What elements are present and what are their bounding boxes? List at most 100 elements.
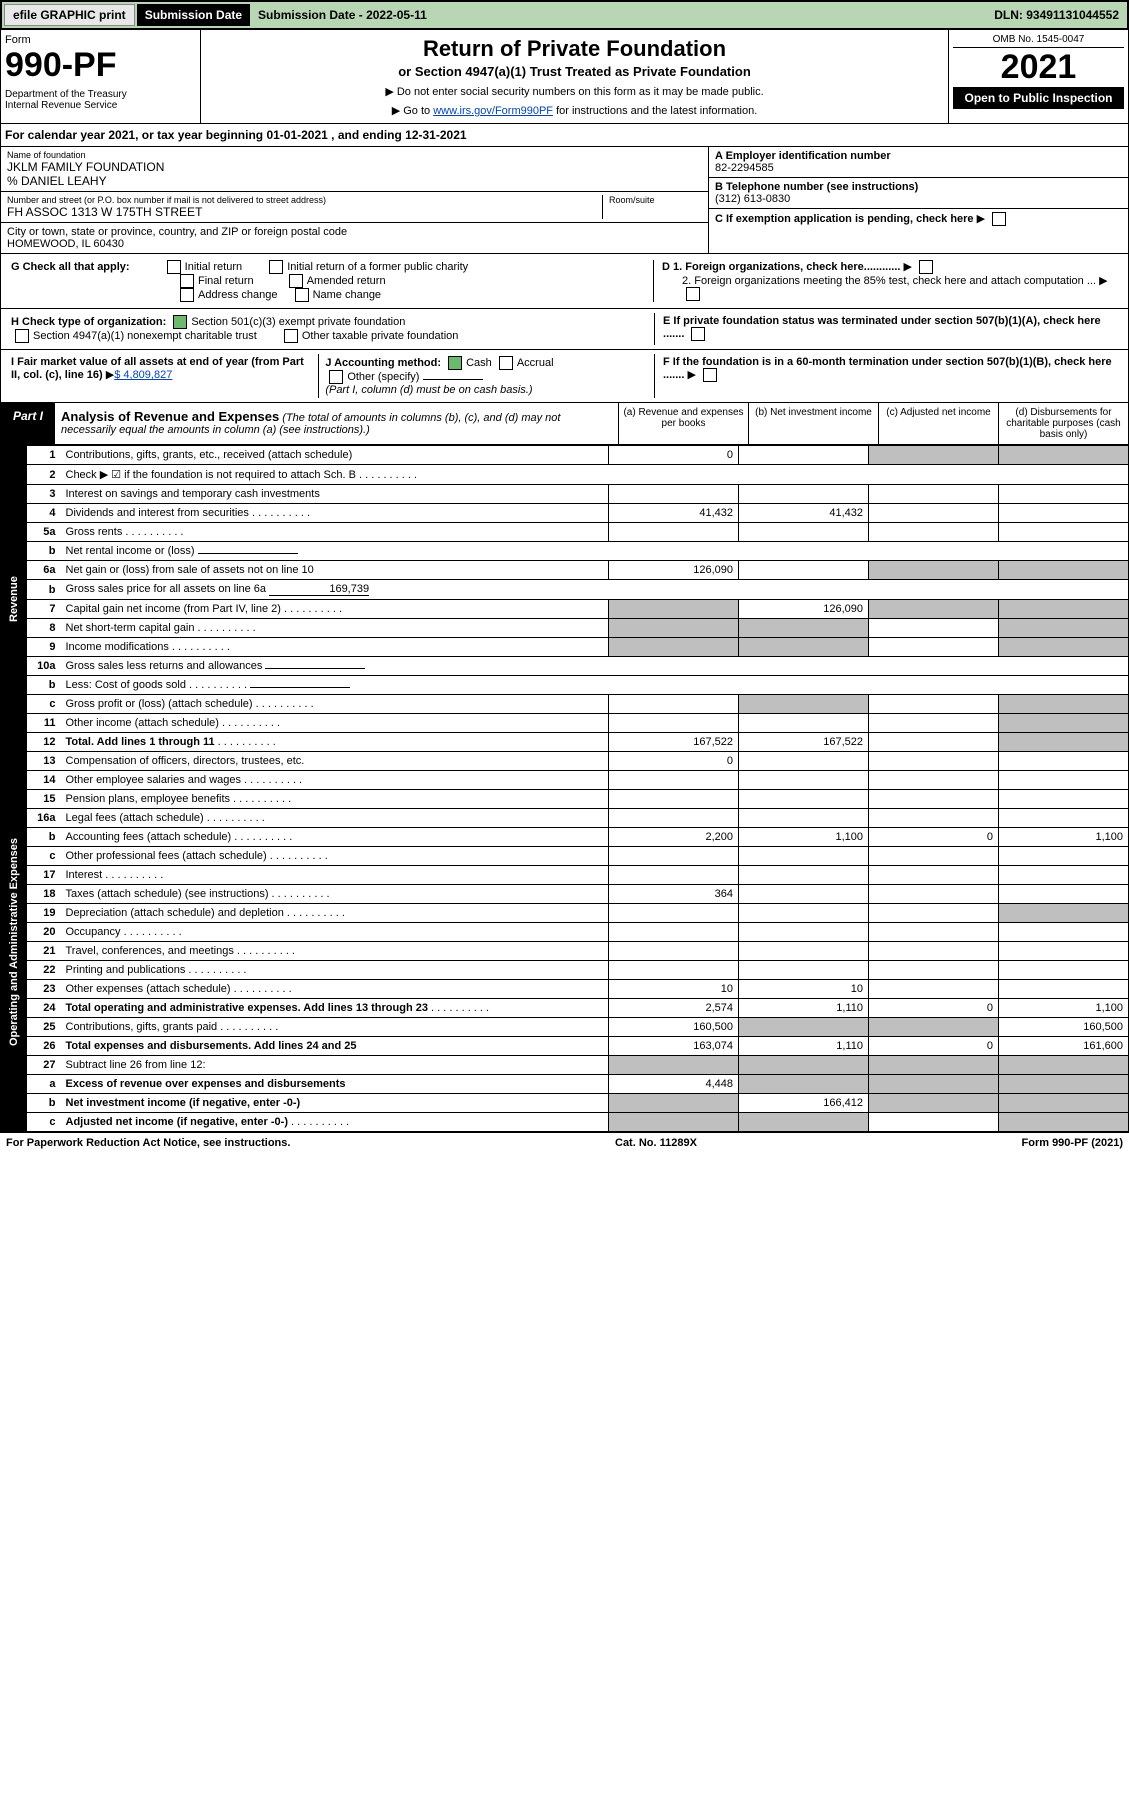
table-row: Operating and Administrative Expenses13C… — [1, 752, 1129, 771]
header-left: Form 990-PF Department of the Treasury I… — [1, 30, 201, 123]
open-inspection: Open to Public Inspection — [953, 87, 1124, 109]
line-desc: Interest on savings and temporary cash i… — [61, 485, 609, 504]
g-initial-former-checkbox[interactable] — [269, 260, 283, 274]
line-desc: Other employee salaries and wages — [61, 771, 609, 790]
cell-value — [869, 600, 999, 619]
j-accrual-checkbox[interactable] — [499, 356, 513, 370]
line-number: 16a — [27, 809, 61, 828]
line-number: 6a — [27, 561, 61, 580]
cell-value — [999, 714, 1129, 733]
top-bar: efile GRAPHIC print Submission Date Subm… — [0, 0, 1129, 30]
g-amended-checkbox[interactable] — [289, 274, 303, 288]
cell-value — [999, 1075, 1129, 1094]
table-row: 4Dividends and interest from securities4… — [1, 504, 1129, 523]
efile-button[interactable]: efile GRAPHIC print — [4, 4, 135, 26]
c-checkbox[interactable] — [992, 212, 1006, 226]
line-desc: Taxes (attach schedule) (see instruction… — [61, 885, 609, 904]
cell-value — [999, 600, 1129, 619]
cell-value — [999, 904, 1129, 923]
col-d-header: (d) Disbursements for charitable purpose… — [998, 403, 1128, 444]
j-other-checkbox[interactable] — [329, 370, 343, 384]
line-desc: Capital gain net income (from Part IV, l… — [61, 600, 609, 619]
line-number: 25 — [27, 1018, 61, 1037]
table-row: 27Subtract line 26 from line 12: — [1, 1056, 1129, 1075]
cell-value — [999, 771, 1129, 790]
cell-value: 0 — [869, 999, 999, 1018]
line-number: b — [27, 828, 61, 847]
h-501c3-checkbox[interactable] — [173, 315, 187, 329]
omb-number: OMB No. 1545-0047 — [953, 34, 1124, 48]
h-other-checkbox[interactable] — [284, 329, 298, 343]
cell-value — [869, 923, 999, 942]
cell-value — [609, 847, 739, 866]
cell-value — [999, 561, 1129, 580]
line-desc: Gross sales price for all assets on line… — [61, 580, 1129, 600]
cell-value — [609, 771, 739, 790]
d1-checkbox[interactable] — [919, 260, 933, 274]
line-number: 13 — [27, 752, 61, 771]
form-number: 990-PF — [5, 46, 196, 85]
cell-value — [999, 619, 1129, 638]
cell-value — [609, 790, 739, 809]
cell-value: 10 — [739, 980, 869, 999]
g-name-checkbox[interactable] — [295, 288, 309, 302]
info-grid: Name of foundation JKLM FAMILY FOUNDATIO… — [0, 147, 1129, 254]
table-row: 17Interest — [1, 866, 1129, 885]
table-row: 5aGross rents — [1, 523, 1129, 542]
c-cell: C If exemption application is pending, c… — [709, 209, 1128, 229]
cell-value — [999, 695, 1129, 714]
cell-value — [739, 446, 869, 465]
table-row: 6aNet gain or (loss) from sale of assets… — [1, 561, 1129, 580]
col-b-header: (b) Net investment income — [748, 403, 878, 444]
form-header: Form 990-PF Department of the Treasury I… — [0, 30, 1129, 124]
ij-row: I Fair market value of all assets at end… — [0, 350, 1129, 403]
g-address-checkbox[interactable] — [180, 288, 194, 302]
table-row: 12Total. Add lines 1 through 11167,52216… — [1, 733, 1129, 752]
part1-header: Part I Analysis of Revenue and Expenses … — [0, 403, 1129, 445]
d2-checkbox[interactable] — [686, 287, 700, 301]
g-row: G Check all that apply: Initial return I… — [0, 254, 1129, 309]
f-checkbox[interactable] — [703, 368, 717, 382]
line-desc: Subtract line 26 from line 12: — [61, 1056, 609, 1075]
cell-value — [869, 980, 999, 999]
cell-value — [869, 1018, 999, 1037]
instructions-link[interactable]: www.irs.gov/Form990PF — [433, 105, 553, 117]
cell-value: 1,100 — [739, 828, 869, 847]
cell-value: 2,200 — [609, 828, 739, 847]
cell-value — [739, 485, 869, 504]
cell-value — [609, 866, 739, 885]
cell-value — [609, 638, 739, 657]
cell-value — [999, 923, 1129, 942]
cell-value — [999, 809, 1129, 828]
part1-desc: Analysis of Revenue and Expenses (The to… — [55, 403, 618, 444]
cell-value: 1,100 — [999, 999, 1129, 1018]
form-label: Form — [5, 34, 196, 46]
col-c-header: (c) Adjusted net income — [878, 403, 998, 444]
ein-cell: A Employer identification number 82-2294… — [709, 147, 1128, 178]
phone-cell: B Telephone number (see instructions) (3… — [709, 178, 1128, 209]
table-row: 2Check ▶ ☑ if the foundation is not requ… — [1, 465, 1129, 485]
table-row: bAccounting fees (attach schedule)2,2001… — [1, 828, 1129, 847]
cell-value: 126,090 — [739, 600, 869, 619]
line-desc: Total expenses and disbursements. Add li… — [61, 1037, 609, 1056]
cell-value — [739, 885, 869, 904]
cell-value — [869, 638, 999, 657]
line-desc: Gross profit or (loss) (attach schedule) — [61, 695, 609, 714]
g-final-checkbox[interactable] — [180, 274, 194, 288]
e-checkbox[interactable] — [691, 327, 705, 341]
cell-value — [869, 1056, 999, 1075]
cell-value — [609, 1113, 739, 1132]
h-4947-checkbox[interactable] — [15, 329, 29, 343]
cell-value — [739, 809, 869, 828]
j-cash-checkbox[interactable] — [448, 356, 462, 370]
cell-value — [869, 904, 999, 923]
cell-value — [999, 1056, 1129, 1075]
note-2: ▶ Go to www.irs.gov/Form990PF for instru… — [207, 104, 942, 117]
cell-value: 167,522 — [609, 733, 739, 752]
cell-value: 166,412 — [739, 1094, 869, 1113]
line-number: c — [27, 695, 61, 714]
page-title: Return of Private Foundation — [207, 36, 942, 62]
cell-value — [739, 714, 869, 733]
g-initial-checkbox[interactable] — [167, 260, 181, 274]
cell-value — [869, 1113, 999, 1132]
